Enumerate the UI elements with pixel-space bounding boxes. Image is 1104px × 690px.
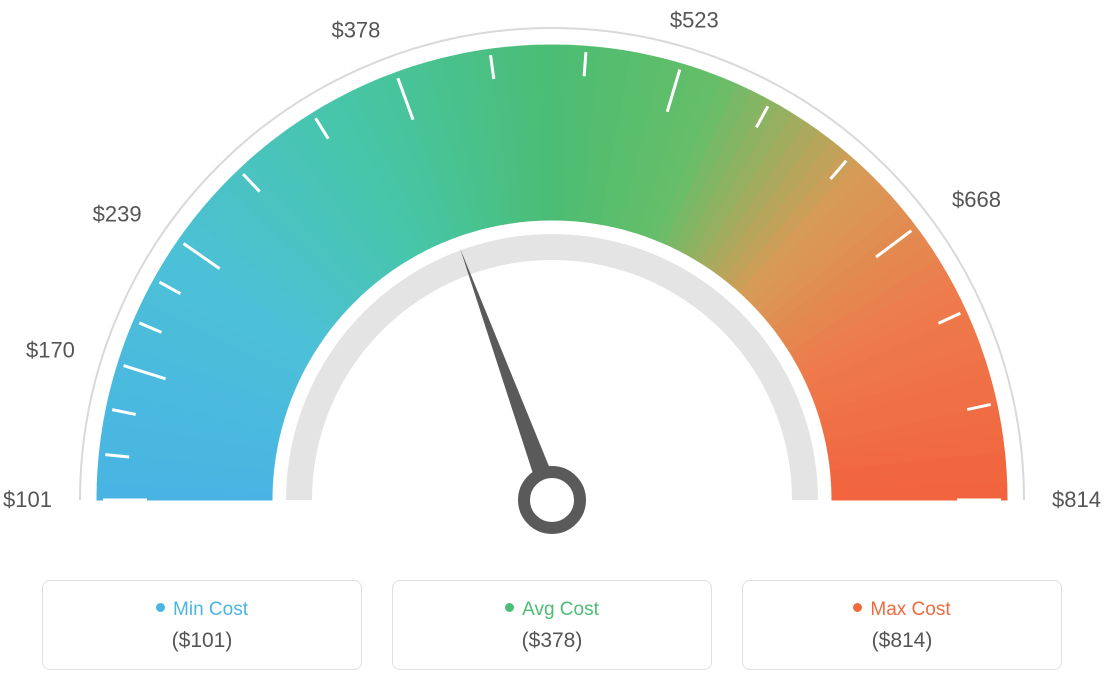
cost-gauge: $101 $170 $239 $378 $523 $668 $814: [0, 0, 1104, 550]
gauge-svg: $101 $170 $239 $378 $523 $668 $814: [0, 0, 1104, 560]
tick-label: $523: [670, 8, 719, 33]
avg-cost-label: Avg Cost: [403, 599, 701, 621]
max-cost-value: ($814): [753, 629, 1051, 653]
tick-label: $668: [952, 187, 1001, 212]
max-cost-label: Max Cost: [753, 599, 1051, 621]
tick-label: $239: [93, 201, 142, 226]
avg-cost-value: ($378): [403, 629, 701, 653]
summary-cards: Min Cost ($101) Avg Cost ($378) Max Cost…: [0, 580, 1104, 670]
needle-hub: [524, 472, 580, 528]
tick-label: $101: [3, 487, 52, 512]
dot-icon: [853, 603, 862, 612]
min-cost-value: ($101): [53, 629, 351, 653]
tick-label: $814: [1052, 487, 1101, 512]
min-cost-label-text: Min Cost: [173, 599, 248, 620]
tick-label: $378: [331, 17, 380, 42]
min-cost-card: Min Cost ($101): [42, 580, 362, 670]
color-band: [97, 45, 1007, 500]
tick-label: $170: [26, 337, 75, 362]
avg-cost-label-text: Avg Cost: [522, 599, 599, 620]
dot-icon: [505, 603, 514, 612]
dot-icon: [156, 603, 165, 612]
needle: [460, 248, 552, 478]
avg-cost-card: Avg Cost ($378): [392, 580, 712, 670]
min-cost-label: Min Cost: [53, 599, 351, 621]
max-cost-card: Max Cost ($814): [742, 580, 1062, 670]
max-cost-label-text: Max Cost: [870, 599, 950, 620]
